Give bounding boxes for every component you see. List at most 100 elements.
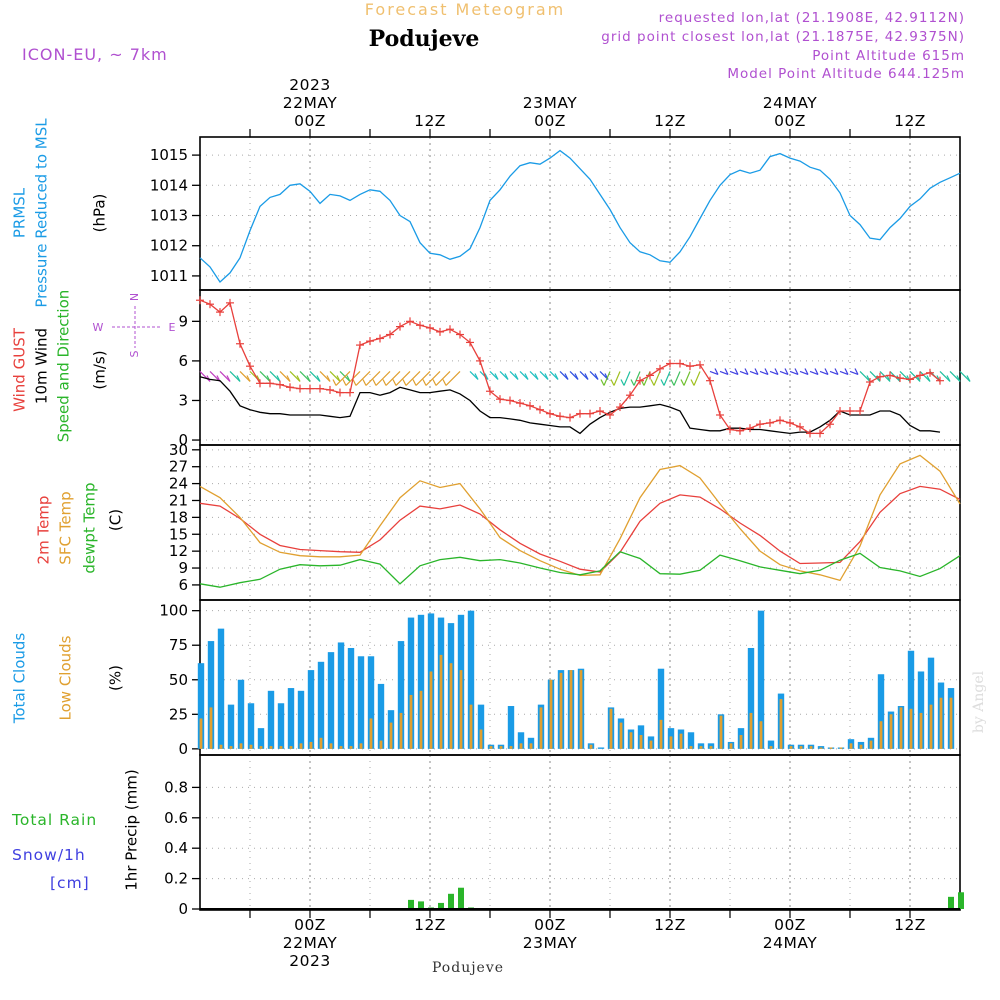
wind-barb <box>633 371 641 386</box>
point-altitude: Point Altitude 615m <box>812 48 965 64</box>
wind-barb <box>259 371 271 382</box>
wind-barb <box>219 371 231 382</box>
wind-barb-head <box>966 375 971 382</box>
wind-barb <box>769 370 779 376</box>
low-cloud-bar <box>779 699 783 749</box>
low-cloud-bar <box>289 746 293 749</box>
wind-barb <box>709 370 719 376</box>
low-cloud-bar <box>369 718 373 749</box>
wind-barb <box>869 371 881 382</box>
wind-side-label: (m/s) <box>91 350 109 389</box>
wind-barb-head <box>432 379 437 386</box>
low-cloud-bar <box>729 743 733 749</box>
panels: 1011101210131014101503696912151821242730… <box>150 136 971 918</box>
low-cloud-bar <box>749 712 753 749</box>
low-cloud-bar <box>769 746 773 749</box>
bottom-time-label: 00Z <box>294 916 326 934</box>
total-cloud-bar <box>207 641 215 749</box>
wind-barb <box>309 371 321 382</box>
pressure-panel: 1011 1012 1013 1014 1015 <box>150 136 961 291</box>
low-cloud-bar <box>629 732 633 749</box>
total-cloud-bar <box>597 747 605 749</box>
bottom-time-label: 24MAY <box>763 934 817 952</box>
wind-gust-line <box>199 299 941 435</box>
low-cloud-bar <box>869 740 873 749</box>
wind-barb-head <box>774 368 779 375</box>
wind-barb-head <box>246 375 251 382</box>
precip-ytick-label: 0.4 <box>164 839 188 857</box>
temp-side-label: (C) <box>107 509 125 531</box>
temp-side-label: dewpt Temp <box>81 482 99 573</box>
rain-bar <box>438 902 444 909</box>
total-cloud-bar <box>277 703 285 749</box>
wind-barb-head <box>392 379 397 386</box>
wind-side-label: Speed and Direction <box>55 290 73 443</box>
total-cloud-bar <box>237 679 245 749</box>
low-cloud-bar <box>239 743 243 749</box>
rain-bar <box>958 892 964 909</box>
total-cloud-bar <box>657 668 665 749</box>
wind-barb-head <box>670 379 675 386</box>
low-cloud-bar <box>789 746 793 749</box>
wind-barb-head <box>690 379 695 386</box>
total-cloud-bar <box>317 661 325 749</box>
low-cloud-bar <box>439 654 443 749</box>
wind-barb-head <box>316 375 321 382</box>
low-cloud-bar <box>419 690 423 749</box>
precip-ytick-label: 0 <box>178 900 188 918</box>
total-cloud-bar <box>247 703 255 749</box>
wind-barb-head <box>854 368 859 375</box>
temp-ytick-label: 27 <box>169 458 188 476</box>
low-cloud-bar <box>649 740 653 749</box>
pressure-side-label: PRMSL <box>11 187 29 238</box>
low-cloud-bar <box>209 707 213 749</box>
wind-barb <box>849 370 859 376</box>
top-time-label: 24MAY <box>763 94 817 112</box>
wind-barb <box>749 370 759 376</box>
wind-barb <box>799 370 809 376</box>
wind-barb-head <box>494 373 499 380</box>
wind-side-label: Wind GUST <box>11 327 29 412</box>
wind-barb-head <box>524 373 529 380</box>
cloud-bars <box>197 610 955 749</box>
wind-barb-head <box>620 379 625 386</box>
wind-barb <box>643 371 651 386</box>
wind-barb-head <box>554 373 559 380</box>
wind-barb <box>209 371 221 382</box>
precip-bars <box>200 887 964 910</box>
total-cloud-bar <box>927 657 935 749</box>
pressure-ytick-label: 1013 <box>150 207 188 225</box>
precip-frame <box>199 754 961 911</box>
low-cloud-bar <box>549 679 553 749</box>
pressure-ytick-label: 1015 <box>150 146 188 164</box>
total-cloud-bar <box>227 704 235 749</box>
low-cloud-bar <box>489 746 493 749</box>
wind-barb <box>425 371 441 386</box>
wind-barb <box>759 370 769 376</box>
low-cloud-bar <box>509 746 513 749</box>
low-cloud-bar <box>819 747 823 749</box>
wind-barb <box>199 371 211 382</box>
pressure-ytick-label: 1011 <box>150 267 188 285</box>
top-time-label: 12Z <box>654 112 686 130</box>
wind-barb <box>335 371 351 386</box>
total-cloud-bar <box>377 683 385 749</box>
precip-side-label: Total Rain <box>11 811 97 829</box>
low-cloud-bar <box>249 744 253 749</box>
wind-barb-head <box>226 375 231 382</box>
footer-name: Podujeve <box>432 960 504 976</box>
total-cloud-bar <box>747 647 755 749</box>
compass-e: E <box>169 321 176 334</box>
wind-barb-head <box>236 375 241 382</box>
low-cloud-bar <box>829 747 833 749</box>
low-cloud-bar <box>799 746 803 749</box>
low-cloud-bar <box>539 707 543 749</box>
low-cloud-bar <box>559 672 563 749</box>
temp-ytick-label: 15 <box>169 525 188 543</box>
wind-barb-head <box>680 379 685 386</box>
total-cloud-bar <box>217 628 225 749</box>
precip-ytick-label: 0.8 <box>164 778 188 796</box>
bottom-time-label: 23MAY <box>523 934 577 952</box>
total-cloud-bar <box>757 610 765 749</box>
